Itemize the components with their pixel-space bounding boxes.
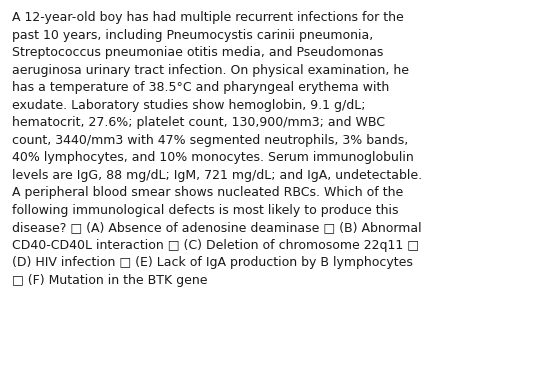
- Text: A 12-year-old boy has had multiple recurrent infections for the
past 10 years, i: A 12-year-old boy has had multiple recur…: [12, 11, 422, 287]
